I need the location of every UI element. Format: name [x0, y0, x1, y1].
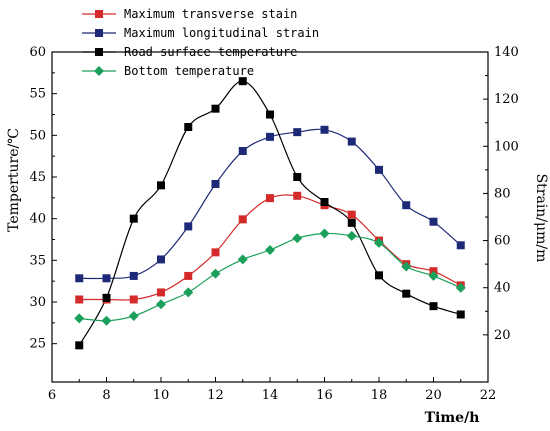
- road-surface-temperature-point: [266, 110, 274, 119]
- road-surface-temperature-point: [293, 173, 302, 181]
- maximum-transverse-stain-point: [157, 288, 165, 297]
- maximum-transverse-stain-point: [75, 295, 84, 304]
- maximum-longitudinal-strain-point: [402, 201, 411, 210]
- right-y-tick-label: 20: [494, 328, 511, 343]
- maximum-transverse-stain-point: [238, 215, 247, 224]
- maximum-transverse-stain-point: [266, 194, 274, 203]
- legend-label-maximum-transverse-stain: Maximum transverse stain: [124, 7, 297, 21]
- left-y-tick-label: 50: [29, 128, 46, 143]
- road-surface-temperature-point: [238, 77, 247, 86]
- bottom-temperature-point: [292, 233, 303, 244]
- road-surface-temperature-point: [75, 341, 84, 350]
- right-y-tick-label: 80: [494, 186, 511, 201]
- bottom-temperature-point: [401, 261, 412, 272]
- bottom-temperature-point: [74, 313, 85, 324]
- left-y-tick-label: 25: [29, 337, 46, 352]
- maximum-longitudinal-strain-point: [375, 165, 383, 174]
- road-surface-temperature-point: [129, 214, 138, 223]
- x-tick-label: 16: [316, 388, 333, 403]
- bottom-temperature-point: [156, 299, 166, 310]
- left-y-tick-label: 45: [29, 170, 46, 185]
- maximum-transverse-stain-point: [293, 191, 302, 200]
- right-y-tick-label: 140: [494, 45, 519, 60]
- left-y-axis-ticks: 25 30 35 40 45 50 55 60: [29, 45, 57, 352]
- bottom-temperature-point: [319, 228, 330, 239]
- road-surface-temperature-point: [211, 104, 220, 113]
- maximum-longitudinal-strain-point: [429, 217, 438, 226]
- left-y-tick-label: 30: [29, 295, 46, 310]
- x-tick-label: 8: [102, 388, 110, 403]
- maximum-longitudinal-strain-point: [129, 271, 138, 280]
- right-y-tick-label: 60: [494, 234, 511, 249]
- maximum-longitudinal-strain-point: [157, 255, 165, 264]
- x-axis-ticks: 6 8 10 12 14 16 18 20 22: [48, 377, 496, 403]
- bottom-temperature-point: [428, 270, 439, 281]
- road-surface-temperature-point: [184, 123, 193, 131]
- maximum-longitudinal-strain-point: [293, 128, 302, 137]
- maximum-longitudinal-strain-point: [75, 274, 84, 283]
- right-y-tick-label: 100: [494, 139, 519, 154]
- x-tick-label: 12: [207, 388, 224, 403]
- road-surface-temperature-point: [347, 218, 356, 227]
- right-y-axis-title: Strain/μm/m: [533, 174, 549, 263]
- maximum-longitudinal-strain-point: [102, 274, 111, 283]
- right-y-tick-label: 120: [494, 92, 519, 107]
- maximum-transverse-stain-point: [211, 248, 220, 257]
- legend-marker-bottom-temperature: [94, 66, 104, 76]
- right-y-axis-ticks: 20 40 60 80 100 120 140: [483, 45, 519, 343]
- legend-marker-road-surface-temperature: [95, 48, 103, 56]
- legend-label-bottom-temperature: Bottom temperature: [124, 64, 254, 78]
- road-surface-temperature-point: [375, 271, 383, 280]
- maximum-longitudinal-strain-point: [347, 137, 356, 146]
- x-tick-label: 18: [371, 388, 388, 403]
- left-y-tick-label: 60: [29, 45, 46, 60]
- legend: Maximum transverse stain Maximum longitud…: [82, 7, 319, 78]
- maximum-longitudinal-strain-point: [184, 222, 193, 231]
- bottom-temperature-point: [237, 254, 248, 265]
- road-surface-temperature-point: [157, 181, 165, 190]
- legend-label-maximum-longitudinal-strain: Maximum longitudinal strain: [124, 26, 319, 40]
- x-tick-label: 14: [262, 388, 279, 403]
- legend-label-road-surface-temperature: Road surface temperature: [124, 45, 297, 59]
- x-tick-label: 10: [153, 388, 170, 403]
- legend-marker-maximum-transverse-stain: [95, 10, 103, 18]
- maximum-longitudinal-strain-point: [320, 125, 329, 134]
- bottom-temperature-point: [265, 245, 275, 255]
- left-y-axis-title: Temperture/℃: [6, 128, 22, 232]
- bottom-temperature-point: [101, 315, 112, 326]
- series-markers: [74, 77, 466, 350]
- x-tick-label: 20: [425, 388, 442, 403]
- bottom-temperature-point: [374, 237, 384, 248]
- bottom-temperature-point: [346, 230, 357, 241]
- maximum-longitudinal-strain-point: [238, 147, 247, 155]
- road-surface-temperature-point: [429, 302, 438, 311]
- road-surface-temperature-line: [78, 80, 461, 346]
- left-y-tick-label: 35: [29, 253, 46, 268]
- series-lines: [78, 80, 462, 346]
- x-tick-label: 6: [48, 388, 56, 403]
- bottom-temperature-point: [128, 311, 139, 321]
- bottom-temperature-point: [183, 287, 194, 298]
- road-surface-temperature-point: [102, 293, 111, 302]
- maximum-transverse-stain-point: [347, 210, 356, 219]
- plot-frame: [51, 51, 489, 383]
- road-surface-temperature-point: [402, 289, 411, 298]
- road-surface-temperature-point: [320, 198, 329, 206]
- maximum-longitudinal-strain-point: [456, 241, 465, 250]
- left-y-tick-label: 40: [29, 212, 46, 227]
- maximum-longitudinal-strain-point: [266, 132, 274, 141]
- maximum-transverse-stain-point: [129, 295, 138, 304]
- maximum-longitudinal-strain-point: [211, 180, 220, 188]
- bottom-temperature-point: [210, 268, 221, 279]
- maximum-transverse-stain-point: [184, 271, 193, 280]
- road-surface-temperature-point: [456, 310, 465, 319]
- x-axis-title: Time/h: [425, 410, 480, 426]
- x-tick-label: 22: [480, 388, 497, 403]
- bottom-temperature-point: [455, 282, 466, 293]
- legend-marker-maximum-longitudinal-strain: [95, 29, 103, 37]
- left-y-tick-label: 55: [29, 87, 46, 102]
- right-y-tick-label: 40: [494, 281, 511, 296]
